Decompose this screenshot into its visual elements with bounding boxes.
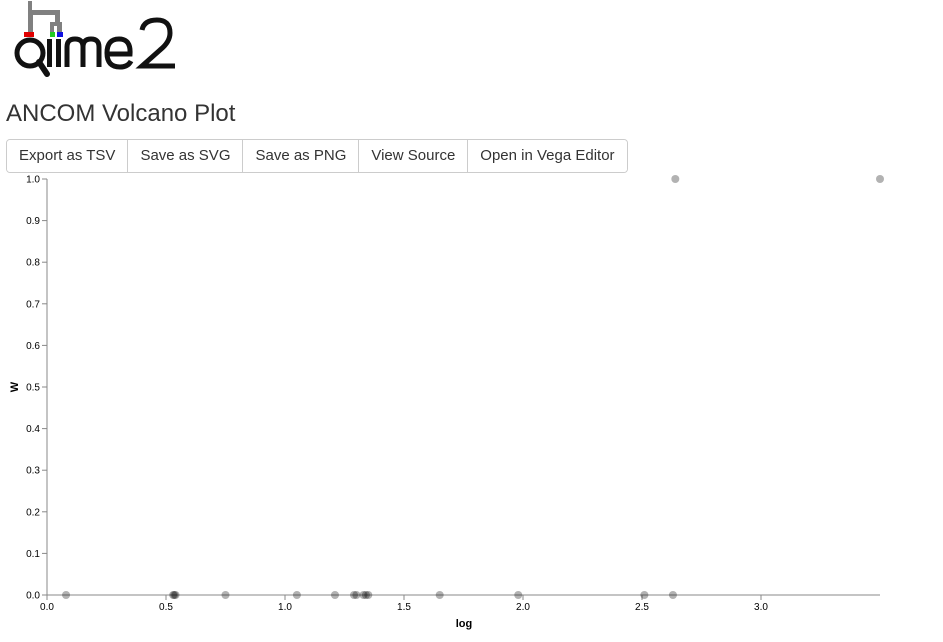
data-point: [352, 591, 361, 599]
data-point: [671, 175, 680, 183]
y-tick-label: 0.3: [26, 466, 40, 477]
data-point: [292, 591, 301, 599]
y-tick-label: 0.4: [26, 424, 40, 435]
x-axis: 0.0 0.5 1.0 1.5 2.0 2.5 3.0: [40, 594, 880, 613]
data-point: [169, 591, 178, 599]
y-tick-label: 0.9: [26, 216, 40, 227]
x-tick-label: 0.0: [40, 602, 54, 613]
data-point: [668, 591, 677, 599]
data-point: [221, 591, 230, 599]
x-tick-label: 2.5: [635, 602, 649, 613]
x-tick-label: 3.0: [754, 602, 768, 613]
y-axis: 0.0 0.1 0.2 0.3 0.4 0.5 0.6 0.7 0.8 0.9 1.0: [26, 175, 48, 602]
data-point: [171, 591, 180, 599]
view-source-button[interactable]: View Source: [359, 140, 469, 172]
x-tick-label: 1.5: [397, 602, 411, 613]
data-point: [876, 175, 884, 183]
data-point: [359, 591, 368, 599]
page-title: ANCOM Volcano Plot: [6, 100, 236, 127]
data-point: [350, 591, 359, 599]
data-point: [514, 591, 523, 599]
x-tick-label: 0.5: [159, 602, 173, 613]
volcano-plot: 0.0 0.1 0.2 0.3 0.4 0.5 0.6 0.7 0.8 0.9 1.0 0.0 0.5…: [9, 175, 884, 630]
y-tick-label: 0.6: [26, 341, 40, 352]
y-tick-label: 0.1: [26, 549, 40, 560]
data-point: [361, 591, 370, 599]
data-point: [62, 591, 71, 599]
x-tick-label: 2.0: [516, 602, 530, 613]
export-tsv-button[interactable]: Export as TSV: [7, 140, 129, 172]
data-points: [62, 175, 884, 599]
toolbar: Export as TSV Save as SVG Save as PNG Vi…: [6, 139, 628, 173]
y-axis-title: W: [9, 381, 21, 392]
y-tick-label: 1.0: [26, 175, 40, 186]
data-point: [170, 591, 179, 599]
open-vega-editor-button[interactable]: Open in Vega Editor: [468, 140, 627, 172]
data-point: [435, 591, 444, 599]
data-point: [640, 591, 649, 599]
y-tick-label: 0.7: [26, 299, 40, 310]
y-tick-label: 0.2: [26, 507, 40, 518]
qiime2-logo: qiime2: [14, 1, 175, 77]
data-point: [364, 591, 373, 599]
y-tick-label: 0.5: [26, 383, 40, 394]
save-svg-button[interactable]: Save as SVG: [128, 140, 244, 172]
data-point: [330, 591, 339, 599]
x-tick-label: 1.0: [278, 602, 292, 613]
x-axis-title: log: [456, 618, 473, 630]
save-png-button[interactable]: Save as PNG: [243, 140, 360, 172]
y-tick-label: 0.8: [26, 258, 40, 269]
y-tick-label: 0.0: [26, 591, 40, 602]
